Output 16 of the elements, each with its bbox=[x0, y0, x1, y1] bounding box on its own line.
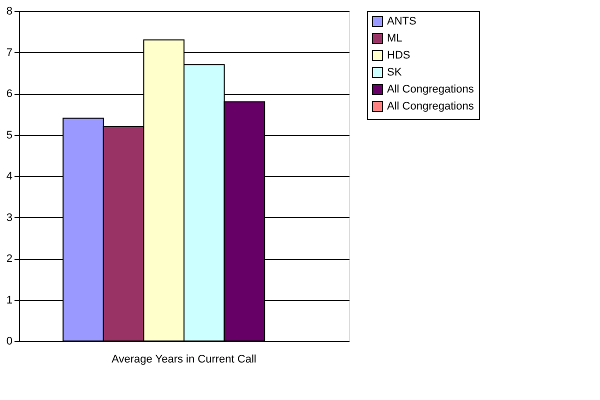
x-tick-label: Average Years in Current Call bbox=[112, 354, 256, 366]
y-tick-label: 0 bbox=[6, 336, 12, 348]
y-tick-label: 2 bbox=[6, 253, 12, 265]
legend-label: ML bbox=[387, 32, 402, 44]
y-tick-label: 5 bbox=[6, 129, 12, 142]
y-tick-label: 1 bbox=[6, 294, 12, 306]
y-tick-label: 6 bbox=[6, 88, 12, 100]
legend-label: HDS bbox=[387, 50, 410, 62]
legend-label: SK bbox=[387, 66, 402, 78]
y-tick-label: 4 bbox=[6, 170, 12, 182]
legend-label: ANTS bbox=[387, 16, 416, 28]
legend-label: All Congregations bbox=[387, 84, 474, 96]
y-tick-label: 8 bbox=[6, 6, 12, 18]
legend-label: All Congregations bbox=[387, 100, 474, 112]
y-tick-label: 3 bbox=[6, 212, 12, 224]
y-tick-label: 7 bbox=[6, 46, 12, 59]
